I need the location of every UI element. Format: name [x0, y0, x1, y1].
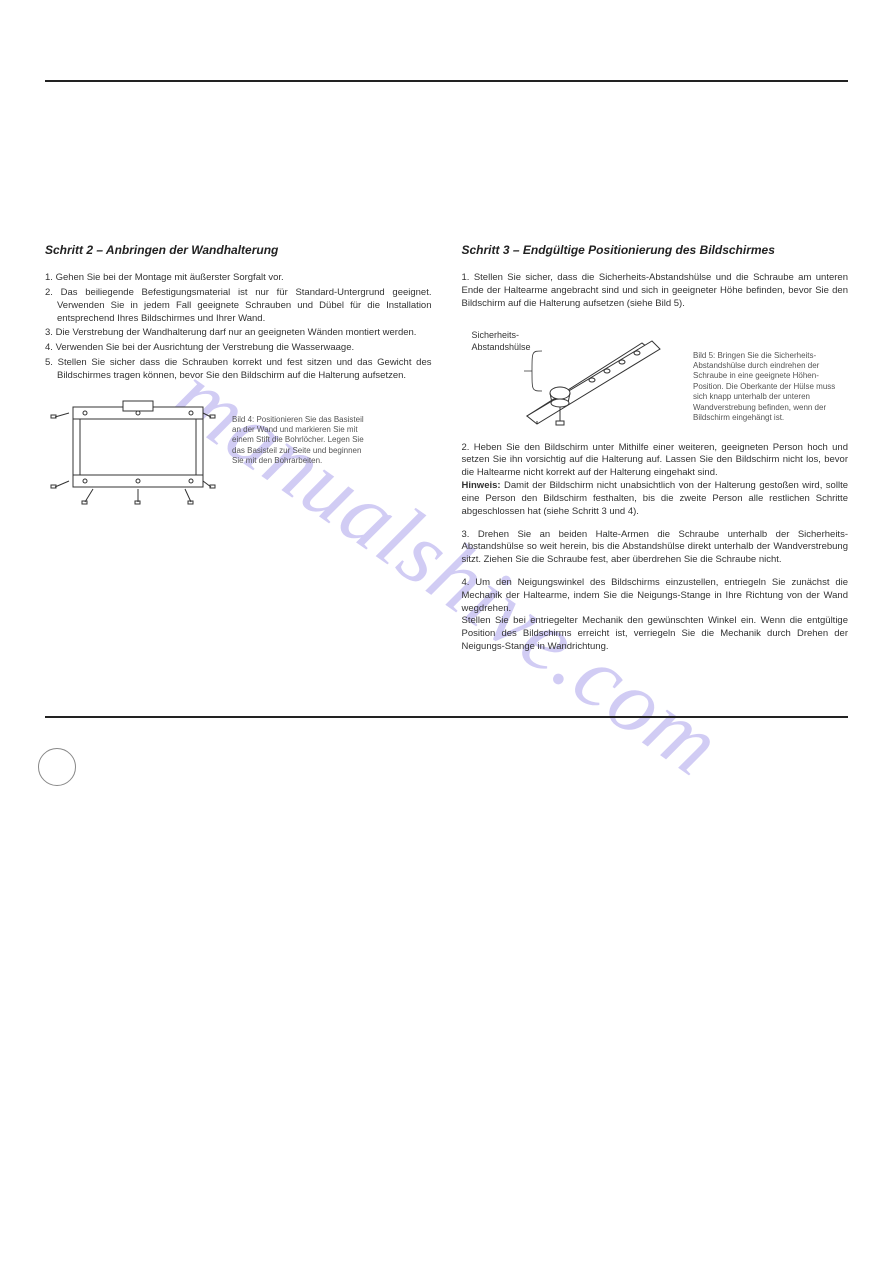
- bottom-rule: [45, 716, 848, 718]
- p4a-text: 4. Um den Neigungswinkel des Bildschirms…: [462, 577, 849, 614]
- page-circle-icon: [38, 748, 76, 786]
- right-column: Schritt 3 – Endgültige Positionierung de…: [462, 242, 849, 664]
- p2a-text: 2. Heben Sie den Bildschirm unter Mithil…: [462, 442, 849, 479]
- step3-title: Schritt 3 – Endgültige Positionierung de…: [462, 242, 849, 258]
- p4b-text: Stellen Sie bei entriegelter Mechanik de…: [462, 615, 849, 652]
- step2-list: Gehen Sie bei der Montage mit äußerster …: [45, 272, 432, 383]
- arm-diagram-icon: [482, 321, 682, 436]
- figure4-caption: Bild 4: Positionieren Sie das Basisteil …: [232, 415, 367, 467]
- left-column: Schritt 2 – Anbringen der Wandhalterung …: [45, 242, 432, 664]
- list-item: Das beiliegende Befestigungsmaterial ist…: [45, 287, 432, 325]
- figure5-caption: Bild 5: Bringen Sie die Sicherheits-Abst…: [693, 351, 848, 424]
- page-content: Schritt 2 – Anbringen der Wandhalterung …: [45, 80, 848, 664]
- two-column-layout: Schritt 2 – Anbringen der Wandhalterung …: [45, 242, 848, 664]
- step3-p3: 3. Drehen Sie an beiden Halte-Armen die …: [462, 529, 849, 567]
- figure5-row: Sicherheits- Abstandshülse: [462, 321, 849, 436]
- list-item: Verwenden Sie bei der Ausrichtung der Ve…: [45, 342, 432, 355]
- step3-p2: 2. Heben Sie den Bildschirm unter Mithil…: [462, 442, 849, 519]
- hinweis-label: Hinweis:: [462, 480, 501, 491]
- figure4-row: Bild 4: Positionieren Sie das Basisteil …: [45, 397, 432, 512]
- list-item: Gehen Sie bei der Montage mit äußerster …: [45, 272, 432, 285]
- wall-mount-diagram-icon: [45, 397, 220, 512]
- step3-p1: 1. Stellen Sie sicher, dass die Sicherhe…: [462, 272, 849, 310]
- step2-title: Schritt 2 – Anbringen der Wandhalterung: [45, 242, 432, 258]
- p2b-text: Damit der Bildschirm nicht unabsichtlich…: [462, 480, 849, 517]
- top-rule: [45, 80, 848, 82]
- step3-p4: 4. Um den Neigungswinkel des Bildschirms…: [462, 577, 849, 654]
- list-item: Stellen Sie sicher dass die Schrauben ko…: [45, 357, 432, 383]
- list-item: Die Verstrebung der Wandhalterung darf n…: [45, 327, 432, 340]
